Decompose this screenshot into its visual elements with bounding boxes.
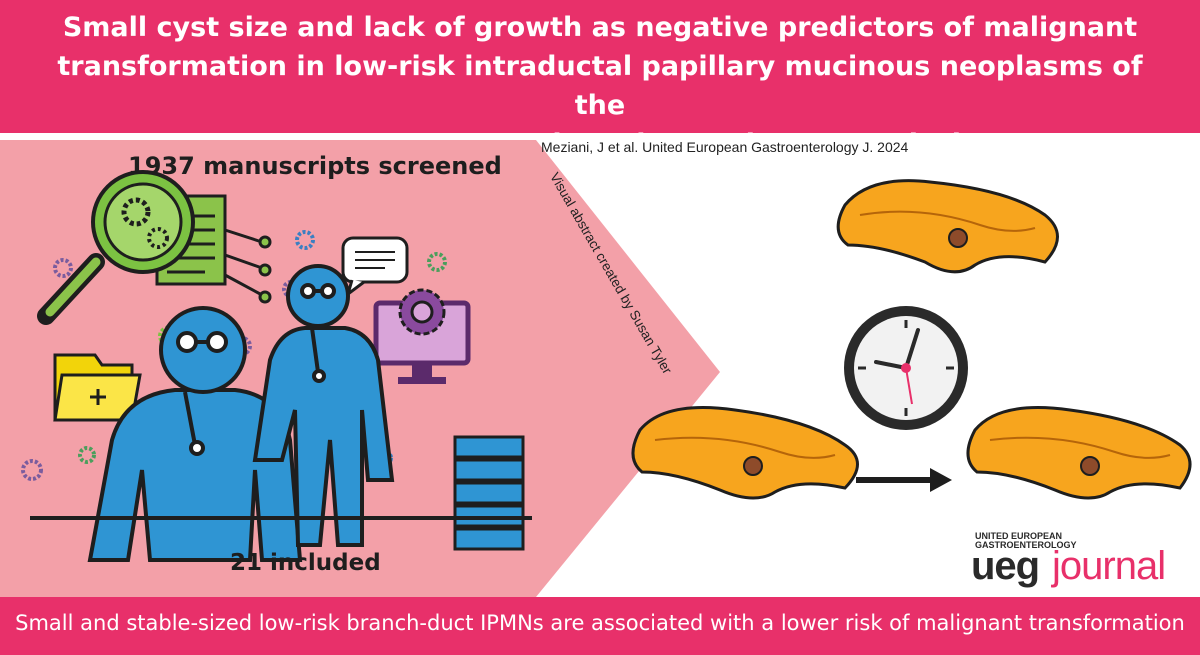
title-line-2: transformation in low-risk intraductal p… <box>57 51 1143 121</box>
logo-line-1: UNITED EUROPEAN <box>975 531 1063 541</box>
gear-icon <box>53 258 73 278</box>
arrow-right-icon <box>856 468 952 492</box>
logo-ueg: ueg <box>971 544 1040 588</box>
conclusion-banner <box>0 597 1200 655</box>
screened-count: 1937 manuscripts screened <box>128 152 502 180</box>
pancreas-icon <box>966 406 1192 500</box>
conclusion-text: Small and stable-sized low-risk branch-d… <box>15 611 1185 635</box>
logo-subtitle: UNITED EUROPEAN GASTROENTEROLOGY <box>975 532 1077 550</box>
included-count: 21 included <box>230 550 381 576</box>
title-banner <box>0 0 1200 133</box>
title-line-1: Small cyst size and lack of growth as ne… <box>62 12 1138 43</box>
monitor-gear-icon <box>373 288 471 384</box>
gear-icon <box>427 252 447 272</box>
folder-plus-icon <box>53 353 142 422</box>
magnifier-gear-icon <box>37 170 272 325</box>
clock-icon <box>844 306 968 430</box>
server-stack-icon <box>453 435 525 551</box>
logo-journal: journal <box>1052 544 1166 588</box>
gear-icon <box>21 459 43 481</box>
pancreas-icon <box>631 406 859 500</box>
researcher-figure-back <box>252 264 395 547</box>
pancreas-icon <box>836 179 1059 274</box>
logo-line-2: GASTROENTEROLOGY <box>975 540 1077 550</box>
gear-icon <box>78 446 96 464</box>
gear-icon <box>295 230 315 250</box>
citation: Meziani, J et al. United European Gastro… <box>541 139 909 155</box>
